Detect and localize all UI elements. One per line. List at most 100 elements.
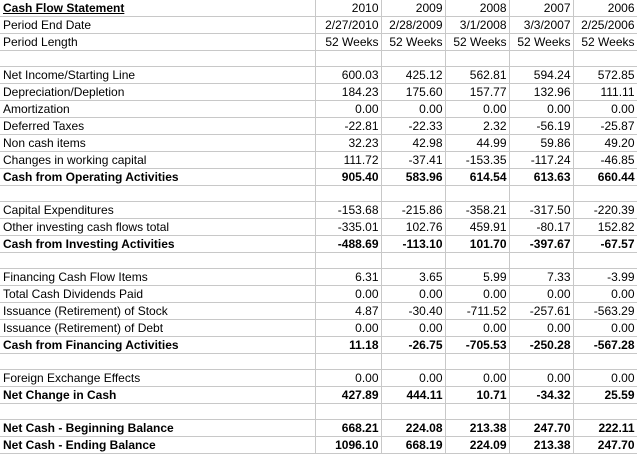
row-label[interactable]: Cash from Investing Activities bbox=[0, 235, 316, 253]
value-cell[interactable]: 0.00 bbox=[509, 319, 574, 337]
value-cell[interactable]: 572.85 bbox=[573, 66, 637, 84]
row-label[interactable]: Net Cash - Beginning Balance bbox=[0, 419, 316, 437]
value-cell[interactable]: -563.29 bbox=[573, 302, 637, 320]
value-cell[interactable]: -26.75 bbox=[381, 336, 446, 354]
value-cell[interactable]: -153.35 bbox=[445, 151, 510, 169]
value-cell[interactable]: 668.21 bbox=[315, 419, 382, 437]
value-cell[interactable]: 0.00 bbox=[445, 100, 510, 118]
value-cell[interactable]: 0.00 bbox=[315, 369, 382, 387]
value-cell[interactable]: 562.81 bbox=[445, 66, 510, 84]
row-label[interactable]: Capital Expenditures bbox=[0, 201, 316, 219]
value-cell[interactable]: 152.82 bbox=[573, 218, 637, 236]
value-cell[interactable]: 0.00 bbox=[315, 285, 382, 303]
value-cell[interactable]: 613.63 bbox=[509, 168, 574, 186]
row-label[interactable]: Changes in working capital bbox=[0, 151, 316, 169]
value-cell[interactable]: 157.77 bbox=[445, 83, 510, 101]
row-label[interactable]: Period End Date bbox=[0, 16, 316, 34]
row-label[interactable]: Issuance (Retirement) of Debt bbox=[0, 319, 316, 337]
value-cell[interactable]: -56.19 bbox=[509, 117, 574, 135]
value-cell[interactable]: -335.01 bbox=[315, 218, 382, 236]
row-label[interactable]: Cash from Operating Activities bbox=[0, 168, 316, 186]
value-cell[interactable]: 905.40 bbox=[315, 168, 382, 186]
value-cell[interactable]: -25.87 bbox=[573, 117, 637, 135]
value-cell[interactable]: -3.99 bbox=[573, 268, 637, 286]
value-cell[interactable]: 425.12 bbox=[381, 66, 446, 84]
value-cell[interactable]: 0.00 bbox=[573, 285, 637, 303]
value-cell[interactable]: 427.89 bbox=[315, 386, 382, 404]
period-length-cell[interactable]: 52 Weeks bbox=[315, 33, 382, 51]
value-cell[interactable]: 111.72 bbox=[315, 151, 382, 169]
value-cell[interactable]: -22.33 bbox=[381, 117, 446, 135]
value-cell[interactable]: 0.00 bbox=[381, 319, 446, 337]
sheet-title[interactable]: Cash Flow Statement bbox=[0, 0, 316, 17]
value-cell[interactable]: 42.98 bbox=[381, 134, 446, 152]
value-cell[interactable]: 132.96 bbox=[509, 83, 574, 101]
value-cell[interactable]: -67.57 bbox=[573, 235, 637, 253]
row-label[interactable]: Period Length bbox=[0, 33, 316, 51]
value-cell[interactable]: 0.00 bbox=[315, 100, 382, 118]
value-cell[interactable]: 59.86 bbox=[509, 134, 574, 152]
value-cell[interactable]: 3.65 bbox=[381, 268, 446, 286]
year-cell[interactable]: 2009 bbox=[381, 0, 446, 17]
value-cell[interactable]: 49.20 bbox=[573, 134, 637, 152]
value-cell[interactable]: 668.19 bbox=[381, 436, 446, 454]
year-cell[interactable]: 2010 bbox=[315, 0, 382, 17]
year-cell[interactable]: 2008 bbox=[445, 0, 510, 17]
value-cell[interactable]: -567.28 bbox=[573, 336, 637, 354]
value-cell[interactable]: -488.69 bbox=[315, 235, 382, 253]
value-cell[interactable]: -220.39 bbox=[573, 201, 637, 219]
value-cell[interactable]: 0.00 bbox=[315, 319, 382, 337]
value-cell[interactable]: 184.23 bbox=[315, 83, 382, 101]
period-length-cell[interactable]: 52 Weeks bbox=[573, 33, 637, 51]
row-label[interactable]: Total Cash Dividends Paid bbox=[0, 285, 316, 303]
value-cell[interactable]: -257.61 bbox=[509, 302, 574, 320]
value-cell[interactable]: 0.00 bbox=[381, 100, 446, 118]
value-cell[interactable]: 32.23 bbox=[315, 134, 382, 152]
value-cell[interactable]: 175.60 bbox=[381, 83, 446, 101]
row-label[interactable]: Net Change in Cash bbox=[0, 386, 316, 404]
value-cell[interactable]: 11.18 bbox=[315, 336, 382, 354]
period-end-cell[interactable]: 3/3/2007 bbox=[509, 16, 574, 34]
row-label[interactable]: Deferred Taxes bbox=[0, 117, 316, 135]
row-label[interactable]: Depreciation/Depletion bbox=[0, 83, 316, 101]
value-cell[interactable]: -117.24 bbox=[509, 151, 574, 169]
row-label[interactable]: Foreign Exchange Effects bbox=[0, 369, 316, 387]
value-cell[interactable]: 10.71 bbox=[445, 386, 510, 404]
value-cell[interactable]: 444.11 bbox=[381, 386, 446, 404]
value-cell[interactable]: -22.81 bbox=[315, 117, 382, 135]
value-cell[interactable]: 0.00 bbox=[509, 369, 574, 387]
value-cell[interactable]: 101.70 bbox=[445, 235, 510, 253]
row-label[interactable]: Net Income/Starting Line bbox=[0, 66, 316, 84]
value-cell[interactable]: 600.03 bbox=[315, 66, 382, 84]
value-cell[interactable]: 0.00 bbox=[509, 100, 574, 118]
value-cell[interactable]: 213.38 bbox=[509, 436, 574, 454]
value-cell[interactable]: 0.00 bbox=[445, 319, 510, 337]
row-label[interactable]: Net Cash - Ending Balance bbox=[0, 436, 316, 454]
value-cell[interactable]: -113.10 bbox=[381, 235, 446, 253]
value-cell[interactable]: 0.00 bbox=[573, 369, 637, 387]
period-length-cell[interactable]: 52 Weeks bbox=[509, 33, 574, 51]
value-cell[interactable]: 0.00 bbox=[381, 285, 446, 303]
row-label[interactable]: Financing Cash Flow Items bbox=[0, 268, 316, 286]
row-label[interactable]: Issuance (Retirement) of Stock bbox=[0, 302, 316, 320]
value-cell[interactable]: 111.11 bbox=[573, 83, 637, 101]
row-label[interactable]: Amortization bbox=[0, 100, 316, 118]
value-cell[interactable]: -358.21 bbox=[445, 201, 510, 219]
value-cell[interactable]: 0.00 bbox=[445, 285, 510, 303]
value-cell[interactable]: 213.38 bbox=[445, 419, 510, 437]
value-cell[interactable]: 1096.10 bbox=[315, 436, 382, 454]
value-cell[interactable]: 5.99 bbox=[445, 268, 510, 286]
value-cell[interactable]: 247.70 bbox=[509, 419, 574, 437]
value-cell[interactable]: -215.86 bbox=[381, 201, 446, 219]
period-end-cell[interactable]: 2/25/2006 bbox=[573, 16, 637, 34]
value-cell[interactable]: 0.00 bbox=[573, 100, 637, 118]
value-cell[interactable]: -30.40 bbox=[381, 302, 446, 320]
value-cell[interactable]: 0.00 bbox=[573, 319, 637, 337]
value-cell[interactable]: 102.76 bbox=[381, 218, 446, 236]
period-length-cell[interactable]: 52 Weeks bbox=[445, 33, 510, 51]
value-cell[interactable]: -37.41 bbox=[381, 151, 446, 169]
row-label[interactable]: Other investing cash flows total bbox=[0, 218, 316, 236]
value-cell[interactable]: 247.70 bbox=[573, 436, 637, 454]
value-cell[interactable]: -34.32 bbox=[509, 386, 574, 404]
value-cell[interactable]: 224.08 bbox=[381, 419, 446, 437]
